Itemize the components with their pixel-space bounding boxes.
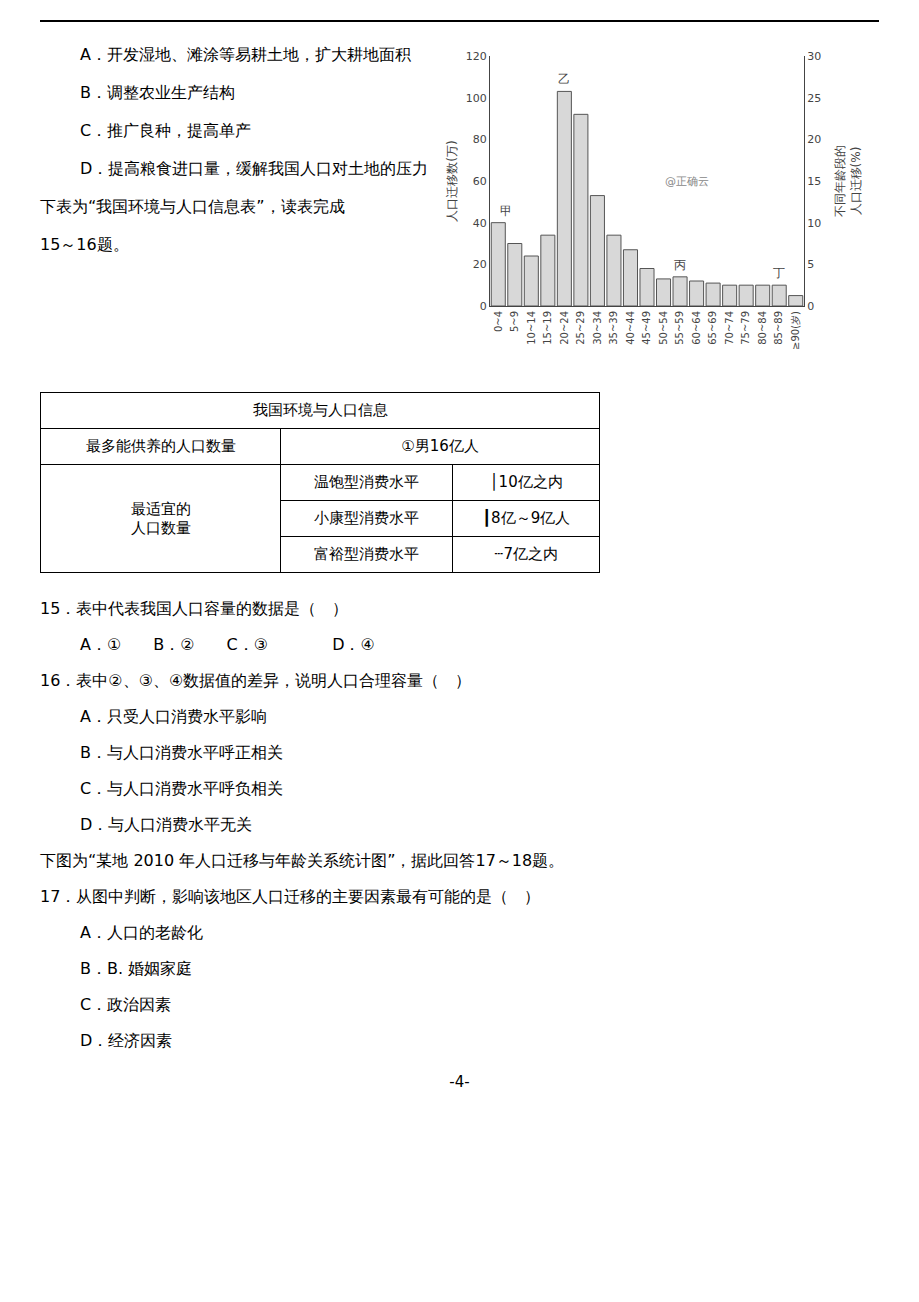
html-text:A．只受人口消费水平影响: A．只受人口消费水平影响 bbox=[80, 707, 267, 726]
svg-text:10~14: 10~14 bbox=[526, 311, 537, 345]
html-text:17．从图中判断，影响该地区人口迁移的主要因素最有可能的是（: 17．从图中判断，影响该地区人口迁移的主要因素最有可能的是（ ） bbox=[40, 887, 541, 906]
html-text:B．与人口消费水平呼正相关: B．与人口消费水平呼正相关 bbox=[80, 743, 283, 762]
html-text:A．开发湿地、滩涂等易耕土地，扩大耕地面积: A．开发湿地、滩涂等易耕土地，扩大耕地面积 bbox=[80, 45, 411, 64]
svg-text:丙: 丙 bbox=[674, 258, 686, 272]
html-text:C．推广良种，提高单产: C．推广良种，提高单产 bbox=[80, 121, 252, 140]
svg-text:85~89: 85~89 bbox=[773, 311, 784, 345]
svg-text:丁: 丁 bbox=[773, 266, 785, 280]
html-text:下表为“我国环境与人口信息表”，读表完成: 下表为“我国环境与人口信息表”，读表完成 bbox=[40, 197, 345, 216]
html-text:最适宜的: 最适宜的 bbox=[130, 499, 191, 518]
svg-text:25~29: 25~29 bbox=[575, 311, 586, 345]
html-text:A．① B．② C．③ D．④: A．① B．② C．③ D．④ bbox=[80, 635, 375, 654]
svg-text:0: 0 bbox=[807, 300, 814, 313]
svg-text:10: 10 bbox=[807, 217, 821, 230]
svg-text:60~64: 60~64 bbox=[691, 311, 702, 345]
svg-text:15~19: 15~19 bbox=[542, 311, 553, 345]
svg-text:20: 20 bbox=[807, 133, 821, 146]
html-text:最多能供养的人口数量: 最多能供养的人口数量 bbox=[85, 437, 236, 455]
svg-text:人口迁移数(万): 人口迁移数(万) bbox=[445, 140, 459, 221]
html-text:-4-: -4- bbox=[449, 1073, 470, 1091]
html-text:┄7亿之内: ┄7亿之内 bbox=[494, 545, 558, 563]
svg-text:乙: 乙 bbox=[558, 72, 570, 86]
svg-text:0~4: 0~4 bbox=[493, 311, 504, 332]
svg-text:30~34: 30~34 bbox=[592, 311, 603, 345]
html-text:D．与人口消费水平无关: D．与人口消费水平无关 bbox=[80, 815, 253, 834]
html-text:下图为“某地 2010 年人口迁移与年龄关系统计图”，据此回: 下图为“某地 2010 年人口迁移与年龄关系统计图”，据此回答17～18题。 bbox=[40, 851, 565, 870]
svg-text:80: 80 bbox=[473, 133, 487, 146]
svg-text:30: 30 bbox=[807, 50, 821, 63]
svg-text:≥90(岁): ≥90(岁) bbox=[790, 311, 801, 350]
svg-text:不同年龄段的人口迁移(%): 不同年龄段的人口迁移(%) bbox=[833, 145, 863, 217]
svg-text:25: 25 bbox=[807, 92, 821, 105]
svg-text:45~49: 45~49 bbox=[641, 311, 652, 345]
svg-text:甲: 甲 bbox=[500, 204, 512, 218]
html-text:富裕型消费水平: 富裕型消费水平 bbox=[314, 545, 420, 563]
svg-text:120: 120 bbox=[466, 50, 487, 63]
html-text:C．与人口消费水平呼负相关: C．与人口消费水平呼负相关 bbox=[80, 779, 284, 798]
svg-text:75~79: 75~79 bbox=[740, 311, 751, 345]
svg-text:55~59: 55~59 bbox=[674, 311, 685, 345]
svg-text:65~69: 65~69 bbox=[707, 311, 718, 345]
html-text:D．经济因素: D．经济因素 bbox=[80, 1031, 173, 1050]
html-text:我国环境与人口信息: 我国环境与人口信息 bbox=[252, 401, 388, 419]
html-text:A．人口的老龄化: A．人口的老龄化 bbox=[80, 923, 203, 942]
svg-text:70~74: 70~74 bbox=[724, 311, 735, 345]
svg-text:@正确云: @正确云 bbox=[665, 175, 709, 188]
svg-text:15: 15 bbox=[807, 175, 821, 188]
html-text:人口数量: 人口数量 bbox=[130, 518, 191, 537]
svg-text:40: 40 bbox=[473, 217, 487, 230]
svg-text:60: 60 bbox=[473, 175, 487, 188]
svg-text:50~54: 50~54 bbox=[658, 311, 669, 345]
html-text:温饱型消费水平: 温饱型消费水平 bbox=[314, 473, 420, 491]
html-text:C．政治因素: C．政治因素 bbox=[80, 995, 172, 1014]
html-text:B．B. 婚姻家庭: B．B. 婚姻家庭 bbox=[80, 959, 193, 978]
html-text:15．表中代表我国人口容量的数据是（ ）: 15．表中代表我国人口容量的数据是（ ） bbox=[40, 599, 349, 618]
html-text:15～16题。: 15～16题。 bbox=[40, 235, 129, 254]
svg-text:35~39: 35~39 bbox=[608, 311, 619, 345]
html-text:16．表中②、③、④数据值的差异，说明人口合理容量（ ）: 16．表中②、③、④数据值的差异，说明人口合理容量（ ） bbox=[40, 671, 472, 690]
svg-text:0: 0 bbox=[480, 300, 487, 313]
svg-text:20: 20 bbox=[473, 258, 487, 271]
html-text:B．调整农业生产结构: B．调整农业生产结构 bbox=[80, 83, 235, 102]
svg-text:80~84: 80~84 bbox=[757, 311, 768, 345]
html-text:┃8亿～9亿人: ┃8亿～9亿人 bbox=[482, 509, 571, 527]
svg-text:40~44: 40~44 bbox=[625, 311, 636, 345]
html-text:①男16亿人: ①男16亿人 bbox=[401, 437, 479, 455]
html-text:D．提高粮食进口量，缓解我国人口对土地的压力: D．提高粮食进口量，缓解我国人口对土地的压力 bbox=[80, 159, 429, 178]
svg-text:5: 5 bbox=[807, 258, 814, 271]
svg-text:5~9: 5~9 bbox=[509, 311, 520, 332]
html-text:小康型消费水平: 小康型消费水平 bbox=[314, 509, 420, 527]
svg-text:100: 100 bbox=[466, 92, 487, 105]
svg-text:20~24: 20~24 bbox=[559, 311, 570, 345]
html-text:│10亿之内: │10亿之内 bbox=[489, 473, 563, 491]
